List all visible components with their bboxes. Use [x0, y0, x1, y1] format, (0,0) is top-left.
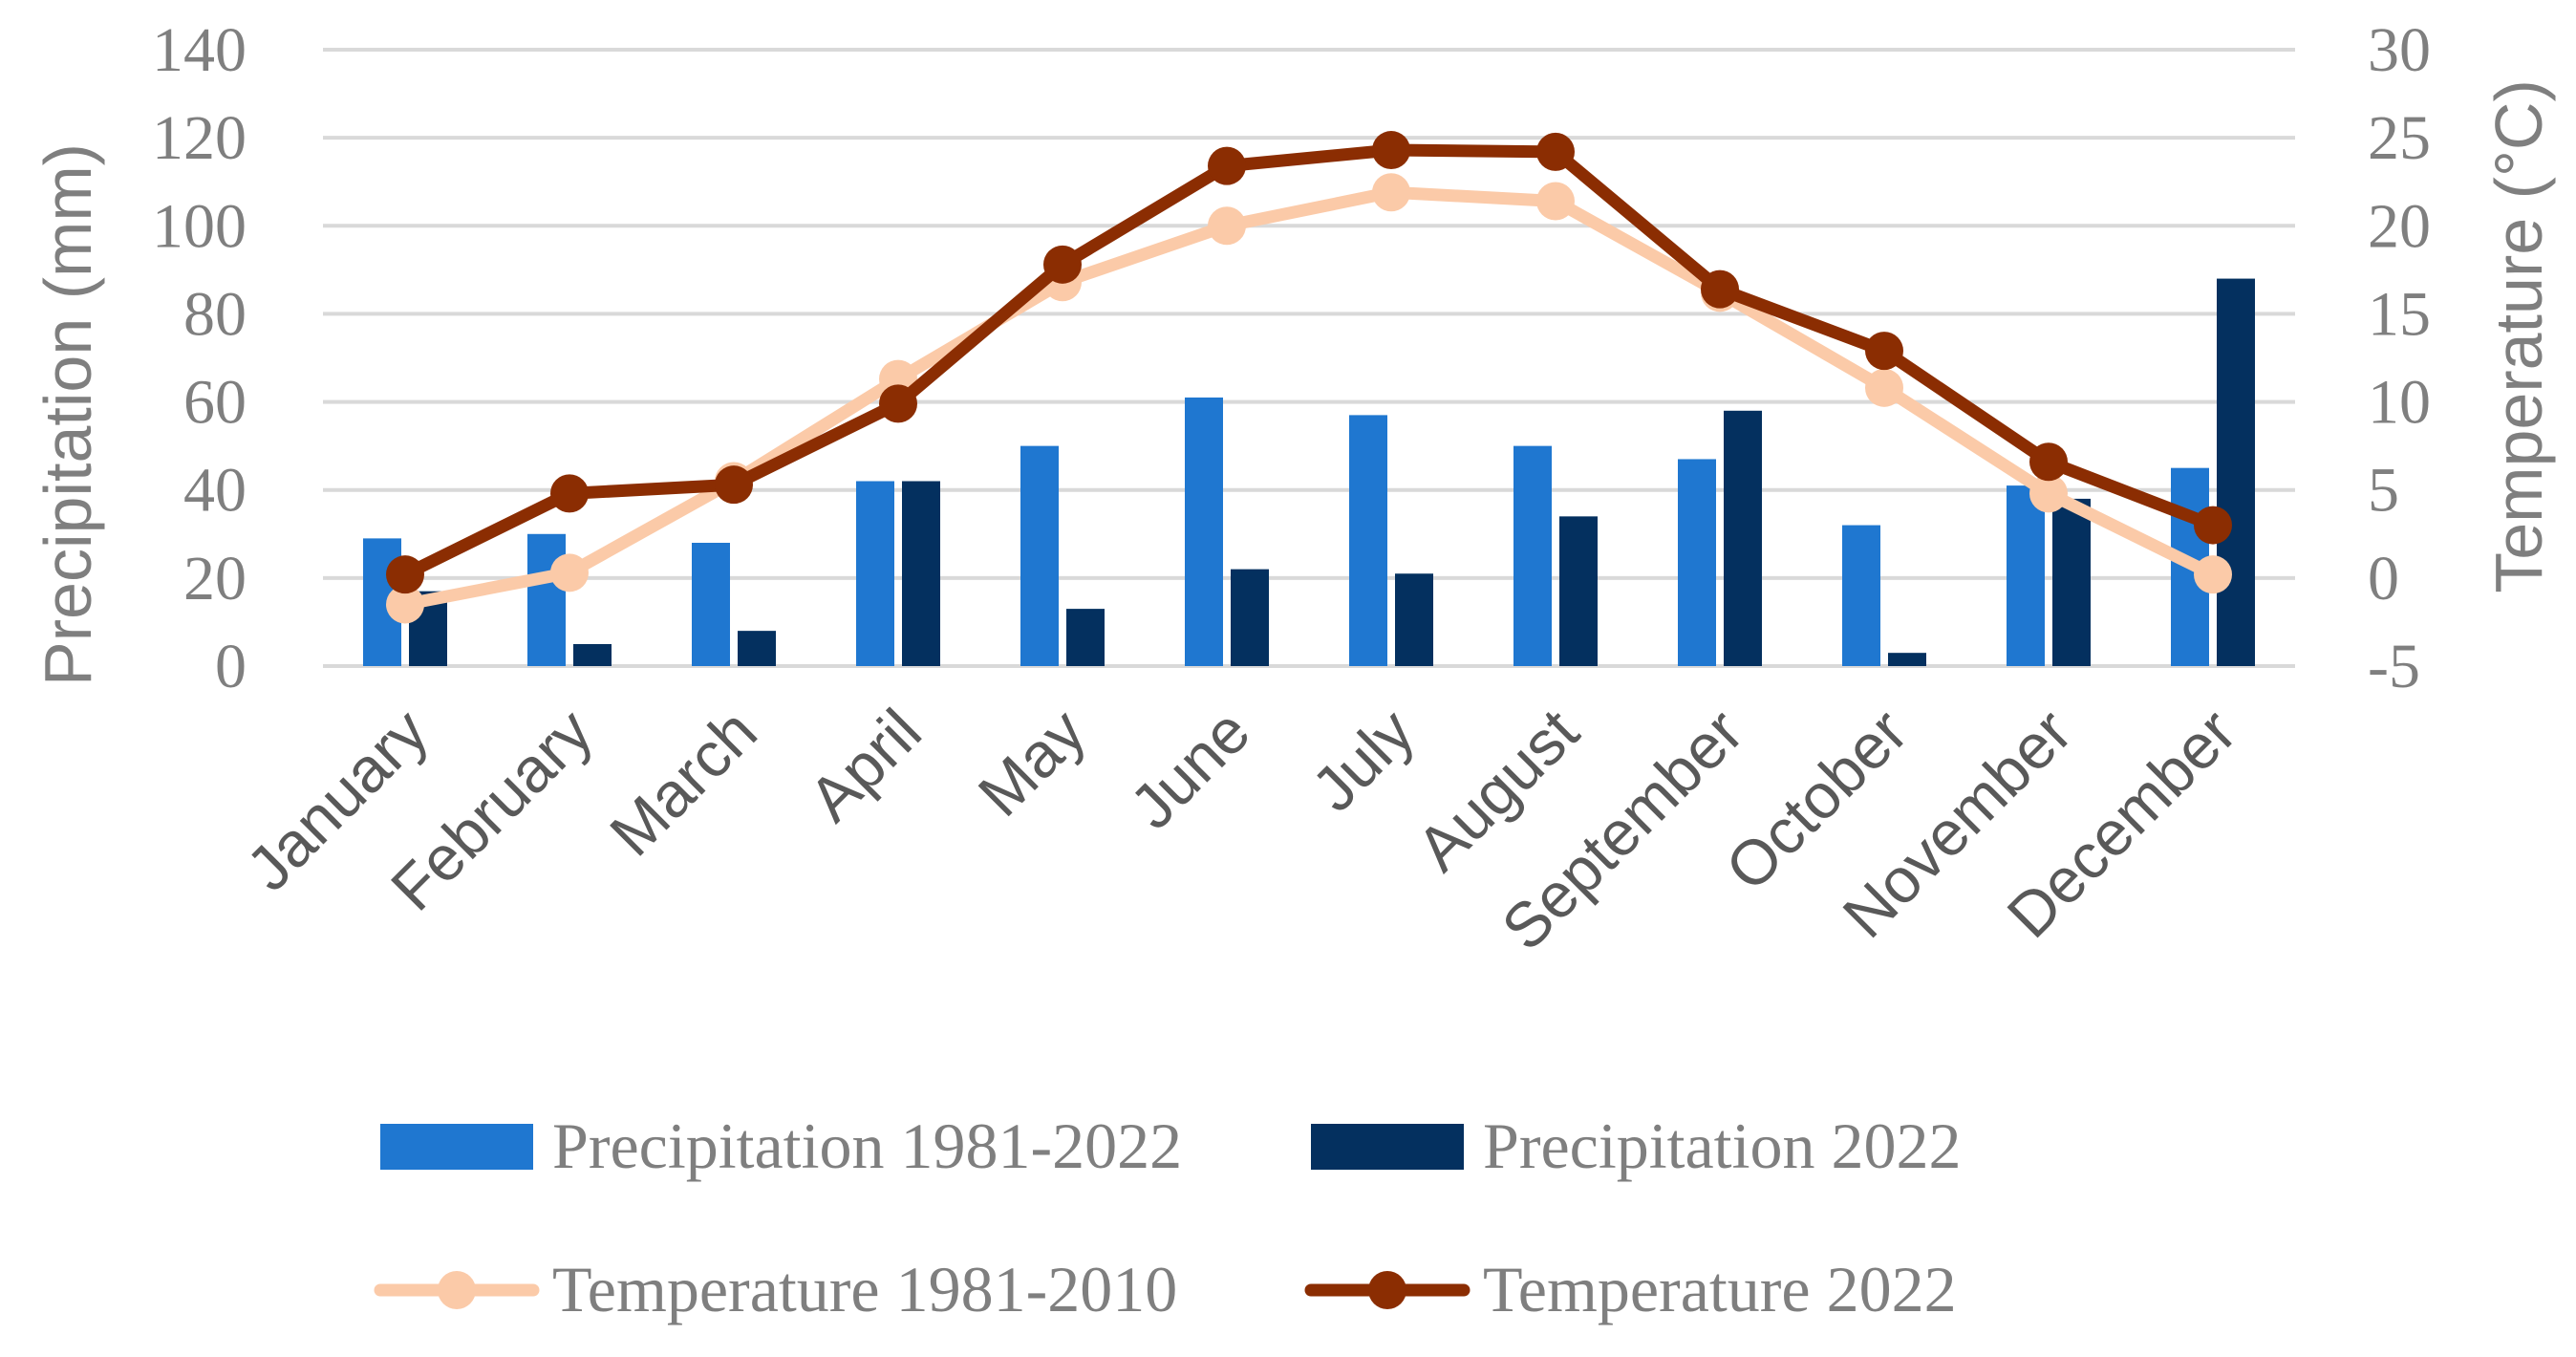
temperature-lines: [386, 131, 2232, 624]
bar-precipitation-1981-2022-june: [1185, 397, 1223, 666]
right-axis-ticks: -5 0 5 10 15 20 25 30: [2368, 15, 2431, 701]
line-temperature-1981-2010: [398, 185, 2220, 611]
bars: [363, 278, 2255, 666]
bar-precipitation-2022-july: [1395, 573, 1433, 666]
left-tick-label: 100: [152, 191, 247, 261]
right-axis-title: Temperature (°C): [2481, 79, 2556, 593]
left-tick-label: 60: [183, 368, 247, 438]
right-tick-label: 5: [2368, 456, 2399, 526]
point-temperature-2022-february: [550, 474, 589, 513]
bar-precipitation-1981-2022-march: [692, 543, 730, 666]
bar-precipitation-2022-august: [1559, 516, 1598, 666]
category-label-june: June: [1116, 696, 1263, 843]
point-temperature-2022-october: [1865, 332, 1903, 371]
left-axis-ticks: 0 20 40 60 80 100 120 140: [152, 15, 247, 701]
right-tick-label: 30: [2368, 15, 2431, 85]
bar-precipitation-1981-2022-may: [1020, 445, 1059, 666]
category-label-march: March: [596, 696, 770, 870]
point-temperature-2022-april: [879, 384, 917, 423]
left-axis-title: Precipitation (mm): [31, 143, 105, 686]
bar-precipitation-1981-2022-february: [527, 533, 566, 666]
bar-precipitation-2022-november: [2052, 498, 2091, 666]
point-temperature-1981-2010-june: [1208, 206, 1246, 246]
point-temperature-1981-2010-august: [1536, 182, 1575, 221]
point-temperature-2022-may: [1043, 245, 1082, 284]
legend-label-temperature-1981-2010: Temperature 1981-2010: [552, 1253, 1177, 1325]
point-temperature-1981-2010-february: [550, 553, 589, 592]
point-temperature-1981-2010-november: [2029, 474, 2068, 513]
point-temperature-2022-june: [1208, 146, 1246, 185]
bar-precipitation-2022-december: [2217, 278, 2255, 666]
point-temperature-2022-september: [1701, 269, 1739, 309]
point-temperature-1981-2010-july: [1372, 173, 1410, 212]
bar-precipitation-2022-october: [1888, 653, 1926, 666]
left-tick-label: 40: [183, 456, 247, 526]
category-label-april: April: [795, 696, 934, 835]
line-temperature-2022: [398, 143, 2220, 581]
legend: Precipitation 1981-2022 Precipitation 202…: [374, 1109, 1961, 1325]
gridlines: [323, 48, 2295, 668]
left-tick-label: 0: [215, 632, 247, 701]
legend-swatch-marker-temperature-1981-2010: [438, 1271, 476, 1309]
legend-label-precipitation-2022: Precipitation 2022: [1483, 1109, 1961, 1182]
right-tick-label: 25: [2368, 103, 2431, 173]
left-tick-label: 80: [183, 279, 247, 349]
bar-precipitation-2022-june: [1231, 569, 1269, 666]
bar-precipitation-2022-may: [1066, 609, 1105, 666]
category-label-july: July: [1299, 696, 1428, 825]
point-temperature-2022-november: [2029, 442, 2068, 482]
point-temperature-2022-december: [2194, 506, 2232, 545]
bar-precipitation-1981-2022-november: [2007, 485, 2045, 666]
legend-label-precipitation-1981-2022: Precipitation 1981-2022: [552, 1109, 1182, 1182]
left-tick-label: 120: [152, 103, 247, 173]
right-tick-label: 10: [2368, 368, 2431, 438]
bar-precipitation-2022-march: [738, 631, 776, 666]
point-temperature-1981-2010-october: [1865, 368, 1903, 407]
bar-precipitation-2022-february: [573, 643, 612, 666]
point-temperature-2022-july: [1372, 131, 1410, 170]
point-temperature-2022-august: [1536, 132, 1575, 171]
bar-precipitation-2022-september: [1724, 410, 1762, 666]
bar-precipitation-1981-2022-july: [1349, 415, 1387, 666]
right-tick-label: 15: [2368, 279, 2431, 349]
bar-precipitation-2022-april: [902, 481, 940, 666]
right-tick-label: 0: [2368, 544, 2399, 614]
legend-swatch-precipitation-2022: [1311, 1124, 1464, 1170]
left-tick-label: 140: [152, 15, 247, 85]
bar-precipitation-1981-2022-august: [1513, 445, 1552, 666]
right-tick-label: 20: [2368, 191, 2431, 261]
bar-precipitation-1981-2022-april: [856, 481, 894, 666]
bar-precipitation-1981-2022-september: [1678, 459, 1716, 666]
point-temperature-2022-january: [386, 555, 424, 594]
bar-precipitation-1981-2022-october: [1842, 525, 1880, 666]
point-temperature-1981-2010-december: [2194, 555, 2232, 594]
point-temperature-2022-march: [715, 465, 753, 505]
legend-swatch-marker-temperature-2022: [1368, 1271, 1406, 1309]
point-temperature-1981-2010-january: [386, 585, 424, 624]
legend-swatch-precipitation-1981-2022: [380, 1124, 533, 1170]
category-label-may: May: [964, 696, 1098, 829]
left-tick-label: 20: [183, 544, 247, 614]
legend-label-temperature-2022: Temperature 2022: [1483, 1253, 1957, 1325]
right-tick-label: -5: [2368, 632, 2420, 701]
